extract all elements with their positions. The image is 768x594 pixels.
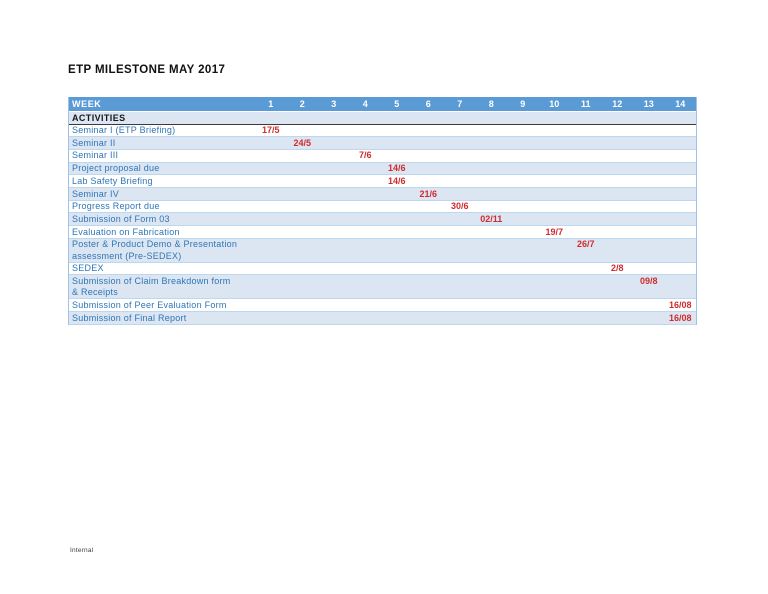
activity-label: Seminar III <box>72 150 119 161</box>
activity-label: Seminar IV <box>72 188 120 199</box>
milestone-date: 14/6 <box>387 163 406 174</box>
week-header-row: WEEK 1 2 3 4 5 6 7 8 9 10 11 12 13 14 <box>69 97 696 112</box>
milestone-date: 17/5 <box>261 125 280 135</box>
milestone-date: 2/8 <box>610 263 624 274</box>
activity-label: Submission of Form 03 <box>72 213 170 224</box>
milestone-date: 02/11 <box>480 213 503 224</box>
week-number: 7 <box>457 99 463 109</box>
activity-label: Evaluation on Fabrication <box>72 226 180 237</box>
activity-label: Poster & Product Demo & Presentation ass… <box>72 239 238 261</box>
week-number: 4 <box>362 99 368 109</box>
table-row: Submission of Form 03 02/11 <box>69 213 696 227</box>
week-number: 5 <box>394 99 400 109</box>
week-header-label: WEEK <box>72 99 102 109</box>
table-row: Lab Safety Briefing 14/6 <box>69 175 696 189</box>
milestone-table: WEEK 1 2 3 4 5 6 7 8 9 10 11 12 13 14 ACTIVITIES Semi… <box>68 97 697 325</box>
footer-classification-label: Internal <box>70 547 94 554</box>
week-number: 11 <box>580 99 591 109</box>
table-row: Seminar III 7/6 <box>69 149 696 163</box>
milestone-date: 09/8 <box>639 275 658 286</box>
table-row: Seminar IV 21/6 <box>69 188 696 201</box>
table-row: Seminar II 24/5 <box>69 137 696 150</box>
table-row: Project proposal due 14/6 <box>69 162 696 176</box>
activity-label: Submission of Final Report <box>72 312 187 323</box>
milestone-date: 7/6 <box>358 150 372 161</box>
table-row: Evaluation on Fabrication 19/7 <box>69 226 696 239</box>
week-number: 2 <box>299 99 305 109</box>
milestone-date: 16/08 <box>668 312 692 323</box>
milestone-date: 30/6 <box>450 201 469 212</box>
activity-label: Submission of Claim Breakdown form & Rec… <box>72 275 231 298</box>
activities-header-label: ACTIVITIES <box>72 112 126 123</box>
milestone-date: 24/5 <box>293 137 312 148</box>
week-number: 1 <box>268 99 274 109</box>
table-row: Progress Report due 30/6 <box>69 200 696 214</box>
page-title: ETP MILESTONE MAY 2017 <box>68 64 226 76</box>
activity-label: SEDEX <box>72 263 104 274</box>
table-row: Seminar I (ETP Briefing) 17/5 <box>69 124 696 138</box>
week-number: 12 <box>612 99 623 109</box>
activity-label: Project proposal due <box>72 163 160 174</box>
activity-label: Seminar II <box>72 137 116 148</box>
milestone-date: 14/6 <box>387 175 406 186</box>
table-row: Submission of Final Report 16/08 <box>69 312 696 325</box>
milestone-date: 16/08 <box>668 299 692 310</box>
activities-header-row: ACTIVITIES <box>69 111 696 125</box>
week-number: 3 <box>331 99 337 109</box>
activity-label: Seminar I (ETP Briefing) <box>72 125 176 135</box>
week-number: 13 <box>643 99 654 109</box>
week-number: 6 <box>425 99 431 109</box>
table-row: Poster & Product Demo & Presentation ass… <box>69 238 696 263</box>
table-row: Submission of Peer Evaluation Form 16/08 <box>69 299 696 313</box>
week-number: 8 <box>488 99 494 109</box>
activity-label: Lab Safety Briefing <box>72 175 153 186</box>
activity-label: Progress Report due <box>72 201 160 212</box>
table-row: SEDEX 2/8 <box>69 262 696 276</box>
week-number: 9 <box>520 99 526 109</box>
milestone-date: 21/6 <box>419 188 438 199</box>
week-number: 10 <box>549 99 560 109</box>
milestone-date: 26/7 <box>576 239 595 250</box>
activity-label: Submission of Peer Evaluation Form <box>72 299 227 310</box>
milestone-date: 19/7 <box>545 226 564 237</box>
table-row: Submission of Claim Breakdown form & Rec… <box>69 275 696 300</box>
week-number: 14 <box>675 99 686 109</box>
